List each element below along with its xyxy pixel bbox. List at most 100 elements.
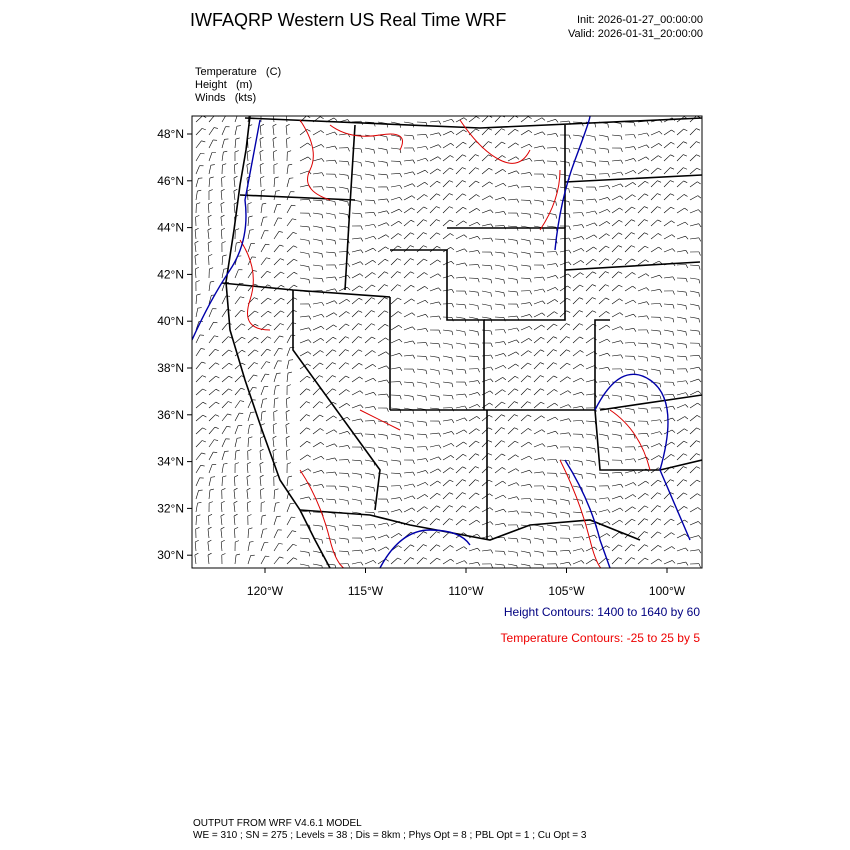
wind-barb [683,506,688,509]
wind-barb [468,506,477,513]
wind-barb [503,565,505,568]
wind-barb [494,169,503,175]
wind-barb [663,248,673,253]
wind-barb [503,266,505,271]
wind-barb [289,359,294,361]
wind-barb [468,561,478,565]
wind-barb [412,135,415,140]
wind-barb [267,323,272,327]
wind-barb [438,144,442,148]
wind-barb [260,124,265,127]
wind-barb [273,543,280,552]
wind-barb [494,316,505,318]
wind-barb [637,505,645,513]
wind-barb [308,253,310,258]
wind-barb [598,233,607,240]
wind-barb [598,245,606,253]
wind-barb [208,464,213,474]
wind-barb [637,232,645,240]
wind-barb [516,524,519,529]
wind-barb [221,451,225,461]
wind-barb [559,349,567,357]
wind-barb [334,187,337,192]
wind-barb [520,264,530,267]
wind-barb [671,532,675,536]
wind-barb [489,390,494,394]
wind-barb [234,269,239,279]
wind-barb [286,191,291,201]
wind-barb [632,299,637,304]
wind-barb [611,340,621,344]
wind-barb [214,426,219,429]
wind-barb [650,219,658,227]
wind-barb [306,440,311,444]
wind-barb [494,467,503,474]
wind-barb [308,226,311,231]
wind-barb [321,498,324,503]
wind-barb [619,507,624,511]
wind-barb [412,483,416,488]
contour [299,119,531,201]
wind-barb [520,338,529,344]
wind-barb [476,208,481,211]
wind-barb [260,230,265,240]
wind-barb [223,463,228,465]
wind-barb [321,253,323,258]
wind-barb [234,475,239,478]
wind-barb [572,350,581,357]
wind-barb [306,427,311,430]
wind-barb [259,162,264,166]
wind-barb [462,193,467,196]
wind-barb [360,446,363,451]
wind-barb [197,502,202,504]
wind-barb [637,273,647,279]
wind-barb [528,350,532,353]
wind-barb [546,275,556,279]
wind-barb [585,546,595,552]
wind-barb [385,558,389,562]
wind-barb [598,311,607,318]
wind-barb [195,348,202,357]
wind-barb [676,561,686,565]
wind-barb [286,397,291,400]
wind-barb [196,293,201,296]
wind-barb [620,447,623,452]
wind-barb [260,297,269,305]
wind-barb [451,331,454,336]
wind-barb [572,472,582,476]
wind-barb [533,362,541,370]
wind-barb [386,522,390,527]
wind-barb [514,388,519,391]
wind-barb [620,159,624,164]
wind-barb [585,472,595,475]
wind-barb [286,165,289,175]
wind-barb [528,144,533,148]
wind-barb [286,360,290,370]
wind-barb [347,539,350,544]
wind-barb [247,230,251,240]
wind-barb [546,485,556,488]
wind-barb [546,416,556,422]
wind-barb [516,184,520,189]
wind-barb [195,334,201,344]
wind-barb [490,209,494,213]
wind-barb [598,433,608,437]
wind-barb [637,493,646,500]
wind-barb [594,198,598,203]
wind-barb [468,380,478,383]
wind-barb [633,446,636,451]
wind-barb [689,378,699,383]
wind-barb [412,495,416,500]
wind-barb [252,387,257,389]
wind-barb [358,297,363,301]
wind-barb [676,154,684,162]
wind-barb [347,275,351,279]
wind-barb [247,399,252,409]
wind-barb [633,409,635,414]
wind-barb [646,343,649,348]
wind-barb [632,194,636,197]
wind-barb [442,394,453,396]
wind-barb [698,318,700,323]
wind-barb [462,154,467,157]
wind-barb [241,336,246,340]
